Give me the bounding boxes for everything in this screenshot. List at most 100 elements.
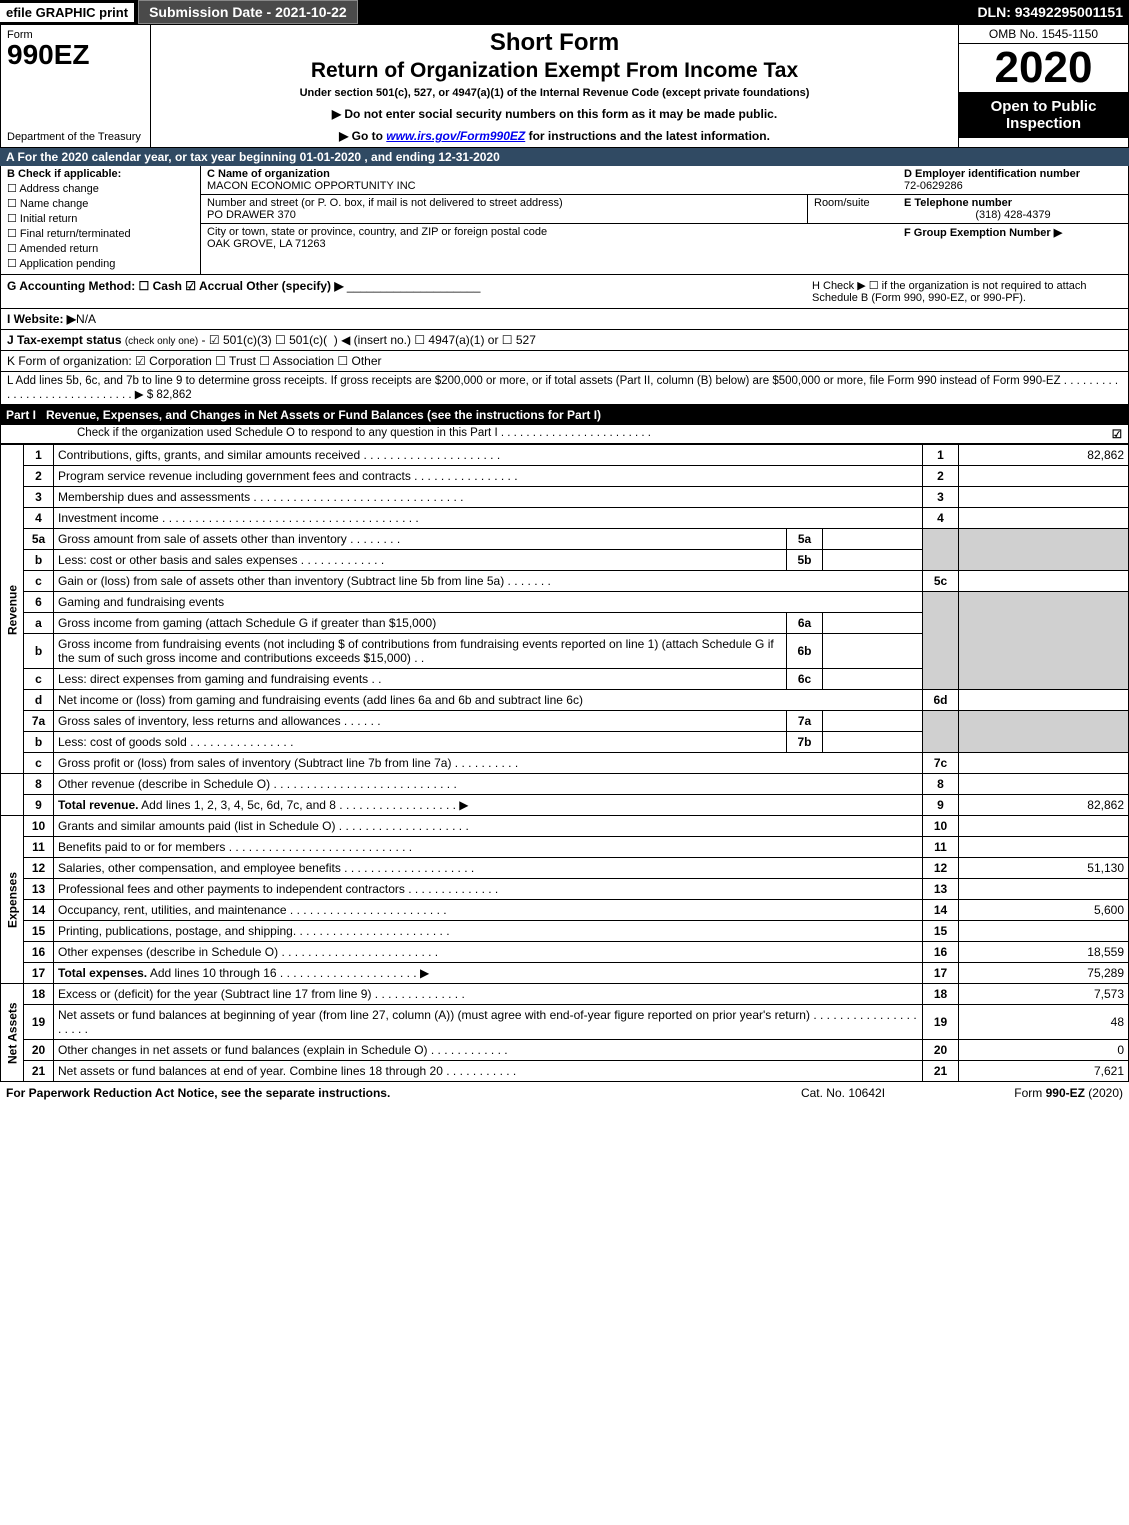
line-11-rn: 11: [923, 837, 959, 858]
line-11-num: 11: [24, 837, 54, 858]
line-6-num: 6: [24, 592, 54, 613]
k-form-organization: K Form of organization: ☑ Corporation ☐ …: [0, 351, 1129, 372]
line-4-amt: [959, 508, 1129, 529]
line-2-rn: 2: [923, 466, 959, 487]
check-amended-return[interactable]: ☐ Amended return: [7, 242, 194, 255]
line-2-num: 2: [24, 466, 54, 487]
website-row: I Website: ▶N/A: [0, 309, 1129, 330]
revenue-side-cont: [1, 774, 24, 816]
check-application-pending[interactable]: ☐ Application pending: [7, 257, 194, 270]
line-11-desc: Benefits paid to or for members . . . . …: [54, 837, 923, 858]
line-6d-num: d: [24, 690, 54, 711]
line-8-num: 8: [24, 774, 54, 795]
line-7b-sa: [823, 732, 923, 753]
line-9-rn: 9: [923, 795, 959, 816]
revenue-table: Revenue 1 Contributions, gifts, grants, …: [0, 444, 1129, 1082]
net-assets-side-label: Net Assets: [1, 984, 24, 1082]
phone-value: (318) 428-4379: [904, 209, 1122, 221]
line-19-num: 19: [24, 1005, 54, 1040]
line-10-num: 10: [24, 816, 54, 837]
line-18-rn: 18: [923, 984, 959, 1005]
b-label: B Check if applicable:: [7, 168, 194, 180]
line-7c-rn: 7c: [923, 753, 959, 774]
department-label: Department of the Treasury: [7, 131, 144, 143]
line-7a-num: 7a: [24, 711, 54, 732]
part1-title: Revenue, Expenses, and Changes in Net As…: [46, 408, 601, 422]
line-6b-num: b: [24, 634, 54, 669]
check-name-change[interactable]: ☐ Name change: [7, 197, 194, 210]
line-15-amt: [959, 921, 1129, 942]
e-label: E Telephone number: [904, 197, 1012, 209]
line-7b-sn: 7b: [787, 732, 823, 753]
line-21-rn: 21: [923, 1061, 959, 1082]
short-form-title: Short Form: [157, 29, 952, 57]
line-7c-amt: [959, 753, 1129, 774]
goto-post: for instructions and the latest informat…: [525, 129, 770, 143]
line-16-amt: 18,559: [959, 942, 1129, 963]
line-9-desc: Total revenue. Add lines 1, 2, 3, 4, 5c,…: [54, 795, 923, 816]
part1-checkbox[interactable]: ☑: [1112, 427, 1122, 441]
line-14-desc: Occupancy, rent, utilities, and maintena…: [54, 900, 923, 921]
line-6b-sn: 6b: [787, 634, 823, 669]
shaded-6-amt: [959, 592, 1129, 690]
line-6c-desc: Less: direct expenses from gaming and fu…: [54, 669, 787, 690]
line-6b-desc: Gross income from fundraising events (no…: [54, 634, 787, 669]
line-6c-sn: 6c: [787, 669, 823, 690]
line-4-rn: 4: [923, 508, 959, 529]
l-gross-receipts: L Add lines 5b, 6c, and 7b to line 9 to …: [0, 372, 1129, 405]
line-6d-amt: [959, 690, 1129, 711]
shaded-5ab-amt: [959, 529, 1129, 571]
line-2-amt: [959, 466, 1129, 487]
line-3-num: 3: [24, 487, 54, 508]
tax-year: 2020: [959, 44, 1128, 92]
line-5c-num: c: [24, 571, 54, 592]
check-address-change[interactable]: ☐ Address change: [7, 182, 194, 195]
phone-block: E Telephone number (318) 428-4379: [898, 195, 1128, 224]
line-21-desc: Net assets or fund balances at end of ye…: [54, 1061, 923, 1082]
j-tax-exempt: J Tax-exempt status (check only one) - ☑…: [0, 330, 1129, 351]
website-value: N/A: [76, 312, 96, 326]
line-7a-sn: 7a: [787, 711, 823, 732]
check-initial-return[interactable]: ☐ Initial return: [7, 212, 194, 225]
line-5a-sn: 5a: [787, 529, 823, 550]
line-18-desc: Excess or (deficit) for the year (Subtra…: [54, 984, 923, 1005]
line-13-rn: 13: [923, 879, 959, 900]
line-12-num: 12: [24, 858, 54, 879]
line-6-desc: Gaming and fundraising events: [54, 592, 923, 613]
i-label: I Website: ▶: [7, 312, 76, 326]
column-c-org-info: C Name of organization MACON ECONOMIC OP…: [201, 166, 898, 274]
section-g-h: G Accounting Method: ☐ Cash ☑ Accrual Ot…: [0, 275, 1129, 309]
line-7a-sa: [823, 711, 923, 732]
line-7b-desc: Less: cost of goods sold . . . . . . . .…: [54, 732, 787, 753]
line-16-rn: 16: [923, 942, 959, 963]
line-20-rn: 20: [923, 1040, 959, 1061]
org-city: OAK GROVE, LA 71263: [207, 238, 326, 250]
line-5c-amt: [959, 571, 1129, 592]
c-label: C Name of organization: [207, 168, 330, 180]
header-left: Form 990EZ Department of the Treasury: [1, 25, 151, 147]
line-5b-sa: [823, 550, 923, 571]
d-label: D Employer identification number: [904, 168, 1080, 180]
shaded-6: [923, 592, 959, 690]
line-6a-desc: Gross income from gaming (attach Schedul…: [54, 613, 787, 634]
line-21-num: 21: [24, 1061, 54, 1082]
addr-label: Number and street (or P. O. box, if mail…: [207, 197, 563, 209]
revenue-side-label: Revenue: [1, 445, 24, 774]
ein-value: 72-0629286: [904, 180, 963, 192]
line-8-amt: [959, 774, 1129, 795]
line-6b-sa: [823, 634, 923, 669]
line-1-num: 1: [24, 445, 54, 466]
check-final-return[interactable]: ☐ Final return/terminated: [7, 227, 194, 240]
line-19-amt: 48: [959, 1005, 1129, 1040]
section-b: B Check if applicable: ☐ Address change …: [0, 166, 1129, 275]
line-13-amt: [959, 879, 1129, 900]
line-13-num: 13: [24, 879, 54, 900]
line-10-rn: 10: [923, 816, 959, 837]
line-3-rn: 3: [923, 487, 959, 508]
line-5c-rn: 5c: [923, 571, 959, 592]
irs-link[interactable]: www.irs.gov/Form990EZ: [386, 129, 525, 143]
line-16-desc: Other expenses (describe in Schedule O) …: [54, 942, 923, 963]
line-10-desc: Grants and similar amounts paid (list in…: [54, 816, 923, 837]
dln-label: DLN: 93492295001151: [977, 4, 1129, 20]
line-5a-sa: [823, 529, 923, 550]
